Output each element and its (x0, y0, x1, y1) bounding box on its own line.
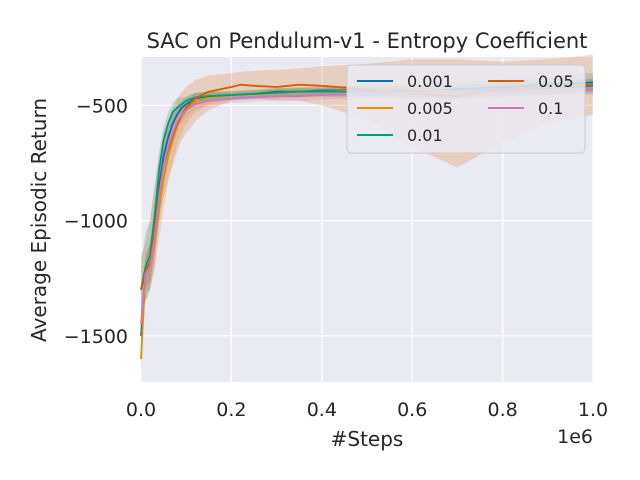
x-tick-label: 0.2 (216, 399, 246, 421)
y-tick-label: −500 (76, 95, 128, 117)
y-tick-label: −1500 (64, 326, 128, 348)
x-scale-label: 1e6 (557, 426, 593, 448)
x-tick-label: 0.8 (487, 399, 517, 421)
band-0.01 (141, 78, 593, 313)
x-axis-label: #Steps (331, 427, 404, 451)
y-tick-labels: −500 −1000 −1500 (64, 95, 128, 347)
x-tick-label: 0.6 (397, 399, 427, 421)
legend-label-0.1: 0.1 (538, 99, 563, 118)
legend-label-0.001: 0.001 (407, 72, 453, 91)
legend-label-0.05: 0.05 (538, 72, 574, 91)
chart-title: SAC on Pendulum-v1 - Entropy Coefficient (147, 29, 588, 53)
x-tick-labels: 0.0 0.2 0.4 0.6 0.8 1.0 (126, 399, 608, 421)
legend: 0.001 0.005 0.01 0.05 0.1 (346, 64, 586, 154)
legend-frame (346, 64, 586, 154)
y-axis-label: Average Episodic Return (27, 98, 51, 342)
x-tick-label: 0.4 (307, 399, 337, 421)
x-tick-label: 0.0 (126, 399, 156, 421)
x-tick-label: 1.0 (578, 399, 608, 421)
legend-label-0.005: 0.005 (407, 99, 453, 118)
legend-label-0.01: 0.01 (407, 126, 443, 145)
y-tick-label: −1000 (64, 211, 128, 233)
